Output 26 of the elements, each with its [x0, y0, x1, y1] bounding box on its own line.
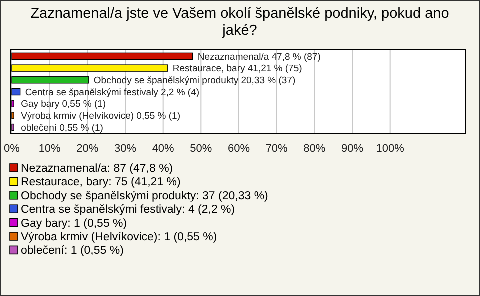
category-label: oblečení 0,55 % (1) [21, 122, 104, 134]
category-label: Gay bary 0,55 % (1) [21, 99, 106, 110]
text: Výroba krmiv (Helvíkovice): 1 (0,55 %) [21, 232, 218, 244]
text: Gay bary: 1 (0,55 %) [21, 218, 128, 230]
category-label: Obchody se španělskými produkty 20,33 % (37) [94, 75, 296, 86]
x-tick-label: 100% [376, 143, 405, 155]
text: Nezaznamenal/a: 87 (47,8 %) [21, 163, 174, 176]
category-label: Výroba krmiv (Helvíkovice) 0,55 % (1) [21, 111, 181, 122]
x-tick-label: 0% [4, 143, 20, 155]
text: oblečení: 1 (0,55 %) [21, 245, 124, 258]
x-tick-label: 30% [114, 143, 137, 155]
category-label: Nezaznamenal/a 47,8 % (87) [198, 52, 321, 63]
x-tick-label: 50% [190, 143, 212, 155]
x-tick-label: 80% [304, 143, 326, 155]
chart-title: Zaznamenal/a jste ve Vašem okolí španělské podniky, pokud ano jaké? [30, 6, 450, 39]
x-tick-label: 70% [266, 143, 288, 155]
x-tick-label: 90% [341, 143, 364, 155]
text: Centra se španělskými festivaly: 4 (2,2 %) [21, 204, 236, 216]
x-tick-label: 20% [76, 143, 99, 155]
text: Obchody se španělskými produkty: 37 (20,33 %) [21, 190, 269, 202]
x-tick-label: 40% [152, 143, 175, 155]
text: Restaurace, bary: 75 (41,21 %) [21, 176, 181, 189]
category-label: Restaurace, bary 41,21 % (75) [172, 64, 302, 75]
category-label: Centra se španělskými festivaly 2,2 % (4) [25, 87, 200, 98]
x-tick-label: 10% [38, 143, 62, 155]
x-tick-label: 60% [228, 143, 250, 155]
